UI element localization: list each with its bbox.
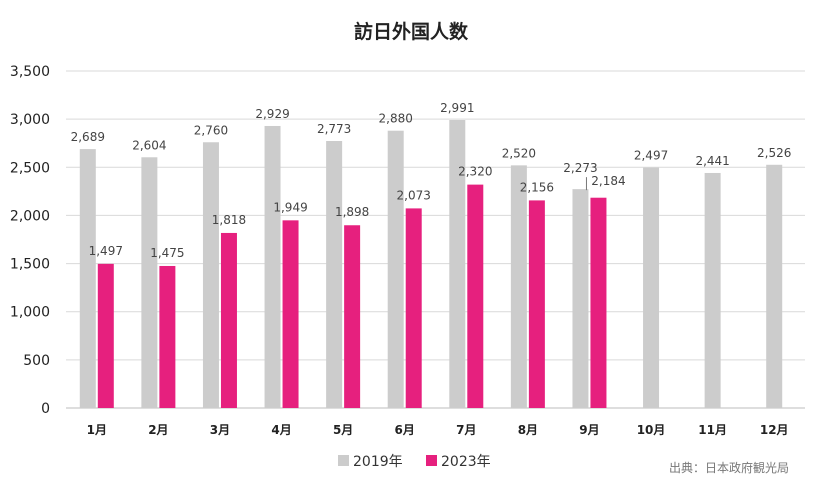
bar-2023 [467,184,484,408]
y-tick-label: 1,500 [10,257,50,273]
y-tick-label: 3,500 [10,64,50,80]
legend-swatch [338,455,349,466]
bar-2019 [766,164,783,408]
y-tick-label: 3,000 [10,112,50,128]
legend: 2019年 2023年 [338,454,491,470]
data-label-2019: 2,929 [255,107,289,121]
data-label-2019: 2,604 [132,138,166,152]
bar-2023 [590,197,607,408]
bars [79,120,783,409]
x-tick-label: 4月 [271,423,291,437]
x-tick-label: 11月 [698,423,727,437]
data-label-2023: 1,475 [150,246,184,260]
legend-swatch [426,455,437,466]
chart-title: 訪日外国人数 [354,20,469,43]
bar-2019 [264,125,281,409]
bar-2019 [572,189,589,408]
data-label-2019: 2,441 [695,154,729,168]
source-note: 出典：日本政府観光局 [669,460,789,475]
bar-2019 [387,130,404,408]
bar-2023 [159,265,176,408]
bar-2023 [220,232,237,408]
y-tick-label: 2,000 [10,208,50,224]
data-label-2019: 2,273 [563,161,597,175]
bar-2019 [449,120,466,408]
bar-2019 [326,140,343,409]
x-axis: 1月 2月 3月 4月 5月 6月 7月 8月 9月 10月 11月 12月 [87,423,789,437]
data-label-2023: 2,073 [397,188,431,202]
bar-2019 [79,149,96,408]
data-label-2023: 1,818 [212,213,246,227]
y-tick-label: 500 [23,353,50,369]
bar-2019 [510,165,527,408]
data-label-2019: 2,526 [757,146,791,160]
data-labels: 1,497 2,689 1,475 2,604 1,818 2,760 1,949 2,929… [71,101,792,260]
y-tick-label: 2,500 [10,160,50,176]
bar-2023 [97,263,114,408]
data-label-2019: 2,880 [379,112,413,126]
data-label-2023: 2,320 [458,165,492,179]
data-label-2019: 2,689 [71,130,105,144]
data-label-2019: 2,520 [502,146,536,160]
x-tick-label: 2月 [148,423,168,437]
data-label-2023: 2,156 [520,180,554,194]
bar-2023 [344,225,361,408]
x-tick-label: 6月 [395,423,415,437]
data-label-2023: 2,184 [591,174,625,188]
legend-label: 2019年 [353,454,403,470]
data-label-2019: 2,773 [317,122,351,136]
data-label-2019: 2,991 [440,101,474,115]
x-tick-label: 1月 [87,423,107,437]
data-label-2023: 1,898 [335,205,369,219]
bar-2019 [202,142,219,408]
bar-2023 [405,208,422,408]
x-tick-label: 7月 [456,423,476,437]
x-tick-label: 5月 [333,423,353,437]
data-label-2023: 1,949 [273,200,307,214]
data-label-2019: 2,760 [194,123,228,137]
x-tick-label: 3月 [210,423,230,437]
y-axis: 0 500 1,000 1,500 2,000 2,500 3,000 3,500 [10,64,50,417]
data-label-2023: 1,497 [89,244,123,258]
x-tick-label: 9月 [579,423,599,437]
legend-label: 2023年 [441,454,491,470]
x-tick-label: 10月 [637,423,666,437]
bar-2023 [282,220,299,408]
y-tick-label: 1,000 [10,305,50,321]
x-tick-label: 12月 [760,423,789,437]
y-tick-label: 0 [41,401,50,417]
x-tick-label: 8月 [518,423,538,437]
bar-2023 [528,200,545,408]
gridlines [66,70,805,409]
data-label-2019: 2,497 [634,149,668,163]
bar-2019 [643,167,660,408]
bar-2019 [141,157,158,408]
bar-2019 [704,172,721,408]
